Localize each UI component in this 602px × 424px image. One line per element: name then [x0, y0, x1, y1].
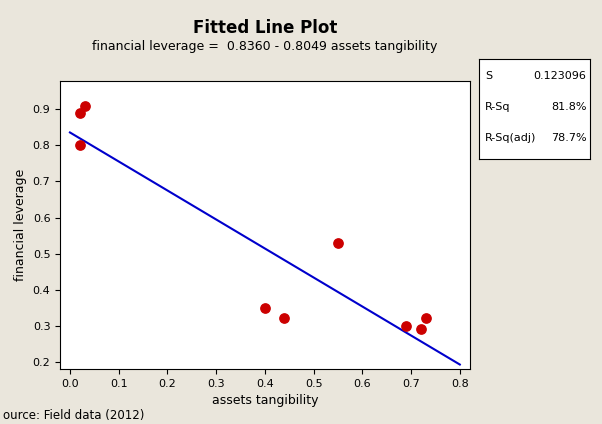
Text: 0.123096: 0.123096	[534, 71, 586, 81]
Point	[416, 326, 426, 332]
Point	[333, 239, 343, 246]
Point	[402, 322, 411, 329]
Point	[260, 304, 270, 311]
Point	[79, 103, 89, 109]
Text: R-Sq(adj): R-Sq(adj)	[485, 133, 536, 143]
Text: ource: Field data (2012): ource: Field data (2012)	[3, 409, 144, 422]
Text: 78.7%: 78.7%	[551, 133, 586, 143]
Point	[75, 142, 84, 149]
Text: 81.8%: 81.8%	[551, 102, 586, 112]
X-axis label: assets tangibility: assets tangibility	[212, 394, 318, 407]
Y-axis label: financial leverage: financial leverage	[14, 169, 27, 281]
Text: R-Sq: R-Sq	[485, 102, 510, 112]
Text: financial leverage =  0.8360 - 0.8049 assets tangibility: financial leverage = 0.8360 - 0.8049 ass…	[92, 40, 438, 53]
Text: Fitted Line Plot: Fitted Line Plot	[193, 19, 337, 37]
Point	[279, 315, 289, 322]
Text: S: S	[485, 71, 492, 81]
Point	[75, 109, 84, 116]
Point	[421, 315, 430, 322]
